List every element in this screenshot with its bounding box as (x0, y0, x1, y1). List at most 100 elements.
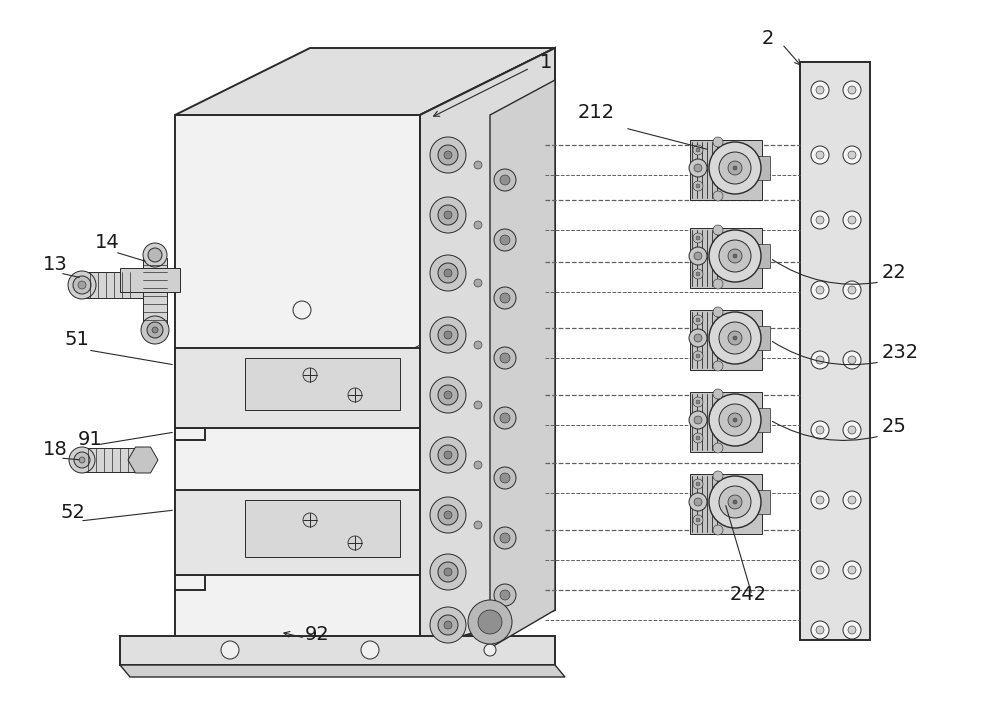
Circle shape (494, 527, 516, 549)
Circle shape (438, 263, 458, 283)
Bar (120, 268, 180, 292)
Circle shape (848, 86, 856, 94)
Circle shape (484, 644, 496, 656)
Circle shape (843, 421, 861, 439)
Circle shape (693, 269, 703, 279)
Circle shape (719, 404, 751, 436)
Circle shape (494, 287, 516, 309)
Circle shape (689, 329, 707, 347)
Circle shape (689, 411, 707, 429)
Circle shape (500, 533, 510, 543)
Circle shape (843, 561, 861, 579)
Circle shape (500, 590, 510, 600)
Circle shape (848, 356, 856, 364)
Circle shape (444, 511, 452, 519)
Text: 22: 22 (882, 263, 907, 282)
Text: 13: 13 (43, 255, 68, 274)
Circle shape (348, 536, 362, 550)
Circle shape (148, 248, 162, 262)
Circle shape (811, 81, 829, 99)
Circle shape (444, 391, 452, 399)
Circle shape (848, 151, 856, 159)
Circle shape (816, 286, 824, 294)
Circle shape (474, 341, 482, 349)
Polygon shape (690, 392, 762, 452)
Circle shape (719, 322, 751, 354)
Circle shape (221, 641, 239, 659)
Circle shape (430, 317, 466, 353)
Circle shape (689, 159, 707, 177)
Circle shape (348, 388, 362, 402)
Bar (80, 272, 150, 298)
Bar (245, 500, 400, 557)
Circle shape (693, 181, 703, 191)
Circle shape (709, 230, 761, 282)
Circle shape (696, 318, 700, 322)
Circle shape (713, 525, 723, 535)
Circle shape (474, 221, 482, 229)
Circle shape (811, 421, 829, 439)
Circle shape (696, 400, 700, 404)
Circle shape (719, 152, 751, 184)
Circle shape (694, 334, 702, 342)
Circle shape (728, 413, 742, 427)
Circle shape (728, 161, 742, 175)
Circle shape (438, 505, 458, 525)
Circle shape (693, 433, 703, 443)
Circle shape (719, 486, 751, 518)
Circle shape (713, 361, 723, 371)
Circle shape (68, 271, 96, 299)
Circle shape (848, 426, 856, 434)
Circle shape (79, 457, 85, 463)
Circle shape (430, 377, 466, 413)
Circle shape (693, 479, 703, 489)
Circle shape (713, 389, 723, 399)
Text: 242: 242 (730, 585, 767, 604)
Circle shape (444, 451, 452, 459)
Circle shape (438, 145, 458, 165)
Circle shape (143, 243, 167, 267)
Text: 51: 51 (65, 330, 90, 349)
Circle shape (689, 247, 707, 265)
Circle shape (848, 566, 856, 574)
Polygon shape (175, 490, 420, 575)
Circle shape (713, 137, 723, 147)
Circle shape (728, 495, 742, 509)
Circle shape (444, 568, 452, 576)
Circle shape (438, 445, 458, 465)
Circle shape (694, 252, 702, 260)
Circle shape (696, 272, 700, 276)
Circle shape (500, 353, 510, 363)
Polygon shape (120, 665, 565, 677)
Polygon shape (175, 115, 420, 648)
Circle shape (811, 621, 829, 639)
Circle shape (474, 521, 482, 529)
Circle shape (74, 452, 90, 468)
Circle shape (693, 351, 703, 361)
Circle shape (848, 626, 856, 634)
Circle shape (728, 249, 742, 263)
Circle shape (713, 191, 723, 201)
Circle shape (444, 211, 452, 219)
Circle shape (430, 437, 466, 473)
Circle shape (811, 281, 829, 299)
Bar (245, 358, 400, 410)
Circle shape (152, 327, 158, 333)
Circle shape (430, 554, 466, 590)
Circle shape (713, 307, 723, 317)
Circle shape (696, 236, 700, 240)
Circle shape (843, 146, 861, 164)
Circle shape (733, 336, 737, 340)
Circle shape (430, 255, 466, 291)
Circle shape (430, 607, 466, 643)
Bar (143, 258, 167, 333)
Circle shape (430, 497, 466, 533)
Circle shape (816, 626, 824, 634)
Circle shape (303, 513, 317, 527)
Circle shape (438, 615, 458, 635)
Circle shape (438, 562, 458, 582)
Text: 25: 25 (882, 417, 907, 436)
Circle shape (296, 524, 308, 536)
Circle shape (709, 142, 761, 194)
Circle shape (73, 276, 91, 294)
